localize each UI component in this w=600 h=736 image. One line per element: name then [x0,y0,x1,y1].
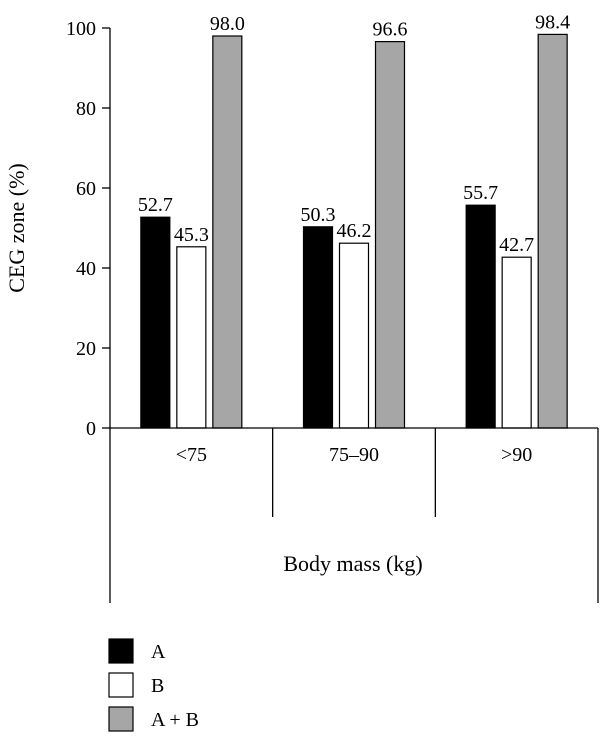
bar [302,226,334,429]
bar [140,216,171,429]
x-category-label: 75–90 [329,444,379,466]
y-tick-label: 100 [66,18,96,40]
legend-swatch [108,706,134,732]
data-label: 98.0 [210,13,245,35]
data-label: 52.7 [138,194,173,216]
bar [338,242,370,429]
legend-swatch [108,638,134,664]
x-axis-title: Body mass (kg) [283,551,422,576]
bar [501,256,532,429]
y-tick-label: 40 [76,258,96,280]
y-tick-label: 20 [76,338,96,360]
y-tick-label: 80 [76,98,96,120]
legend-label: B [151,675,164,697]
data-label: 96.6 [373,19,408,41]
data-label: 46.2 [337,220,372,242]
y-tick-label: 60 [76,178,96,200]
legend-label: A [151,641,166,663]
y-axis-title: CEG zone (%) [4,163,29,293]
x-axis-table: <75 75–90 >90 [109,427,599,603]
data-label: 98.4 [535,11,570,33]
bar [212,35,243,429]
legend-swatch [108,672,134,698]
x-category-label: >90 [501,444,532,466]
legend-label: A + B [151,709,199,731]
bar [537,33,568,429]
bar [374,40,406,429]
data-label: 50.3 [301,204,336,226]
bar [176,246,207,429]
bars: 52.745.3 98.0 50.346.2 96.6 55.7 42.7 98.4 [138,11,570,429]
data-label: 42.7 [499,234,534,256]
data-label: 45.3 [174,224,209,246]
y-axis-title-group: CEG zone (%) [4,163,29,293]
legend: AB A + B [108,638,199,732]
x-category-label: <75 [176,444,207,466]
y-tick-label: 0 [86,418,96,440]
bar [465,204,496,429]
data-label: 55.7 [463,182,498,204]
y-axis: 0 20 40 60 80 100 [66,18,111,440]
